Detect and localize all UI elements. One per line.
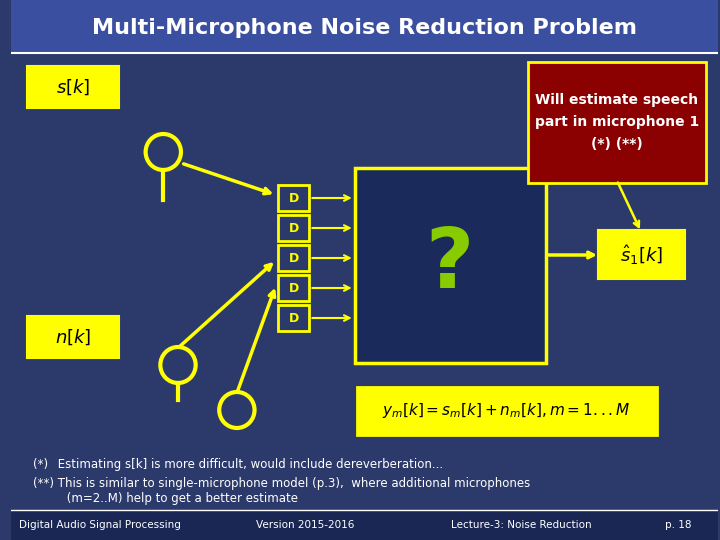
Text: Digital Audio Signal Processing: Digital Audio Signal Processing	[19, 520, 181, 530]
Text: D: D	[289, 192, 299, 205]
Text: $\hat{s}_1[k]$: $\hat{s}_1[k]$	[620, 243, 662, 267]
Text: p. 18: p. 18	[665, 520, 692, 530]
FancyBboxPatch shape	[12, 510, 718, 540]
Text: D: D	[289, 281, 299, 294]
Text: (**) This is similar to single-microphone model (p.3),  where additional microph: (**) This is similar to single-microphon…	[33, 477, 530, 505]
Text: $n[k]$: $n[k]$	[55, 327, 91, 347]
FancyBboxPatch shape	[355, 168, 546, 363]
Text: $s[k]$: $s[k]$	[56, 77, 90, 97]
FancyBboxPatch shape	[278, 275, 310, 301]
FancyBboxPatch shape	[278, 245, 310, 271]
FancyBboxPatch shape	[356, 387, 657, 435]
FancyBboxPatch shape	[27, 316, 119, 358]
FancyBboxPatch shape	[278, 215, 310, 241]
FancyBboxPatch shape	[598, 230, 685, 279]
FancyBboxPatch shape	[528, 62, 706, 183]
FancyBboxPatch shape	[12, 0, 718, 52]
Text: (*)  Estimating s[k] is more difficult, would include dereverberation...: (*) Estimating s[k] is more difficult, w…	[33, 458, 443, 471]
Text: D: D	[289, 252, 299, 265]
Text: D: D	[289, 221, 299, 234]
FancyBboxPatch shape	[27, 66, 119, 108]
Text: ?: ?	[426, 225, 474, 306]
Text: Version 2015-2016: Version 2015-2016	[256, 520, 355, 530]
FancyBboxPatch shape	[278, 305, 310, 331]
Text: Multi-Microphone Noise Reduction Problem: Multi-Microphone Noise Reduction Problem	[92, 18, 637, 38]
Text: Lecture-3: Noise Reduction: Lecture-3: Noise Reduction	[451, 520, 592, 530]
Text: $y_m[k]=s_m[k]+n_m[k], m=1...M$: $y_m[k]=s_m[k]+n_m[k], m=1...M$	[382, 402, 631, 421]
Text: D: D	[289, 312, 299, 325]
Text: Will estimate speech
part in microphone 1
(*) (**): Will estimate speech part in microphone …	[534, 93, 698, 151]
FancyBboxPatch shape	[278, 185, 310, 211]
